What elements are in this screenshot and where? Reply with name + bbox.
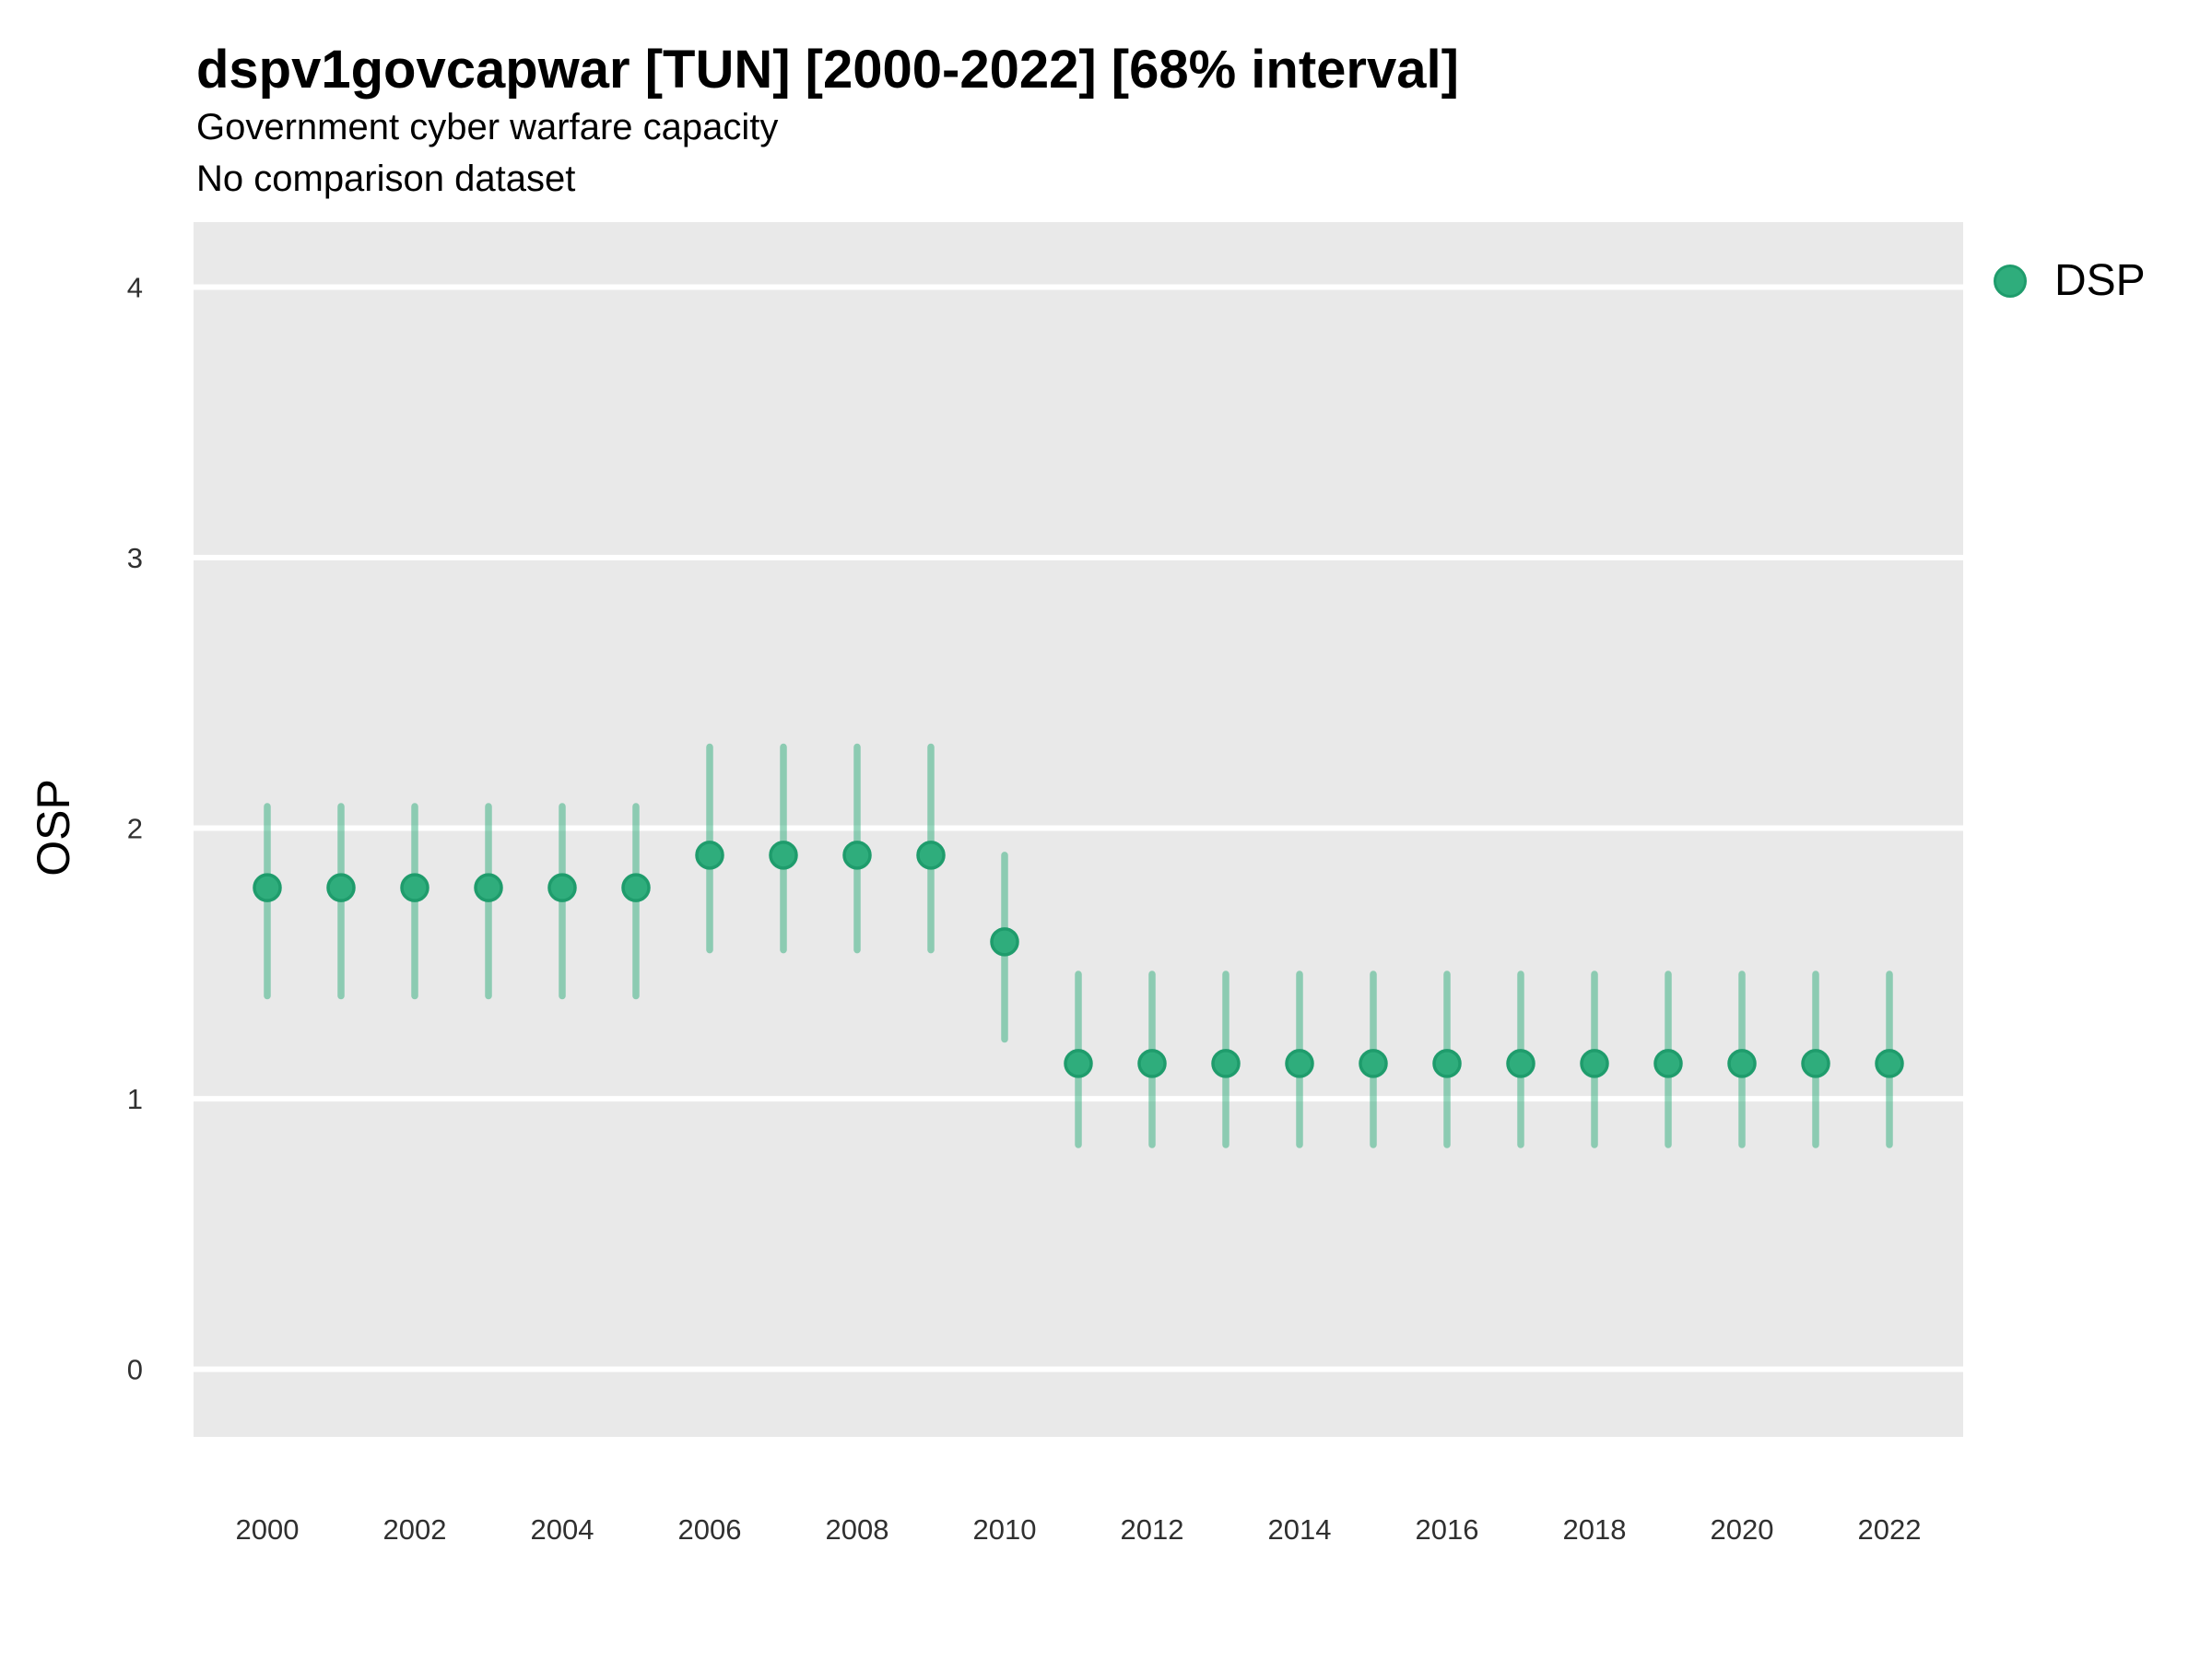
point-2007 [769, 841, 798, 870]
point-2021 [1801, 1049, 1830, 1078]
y-tick-label-1: 1 [127, 1083, 143, 1115]
x-tick-label-2012: 2012 [1121, 1513, 1184, 1546]
point-2005 [621, 873, 651, 902]
x-tick-labels: 2000 2002 2004 2006 2008 2010 2012 2014 2016 2018… [236, 1513, 1922, 1546]
y-tick-label-2: 2 [127, 813, 143, 845]
point-2008 [842, 841, 872, 870]
point-2006 [695, 841, 724, 870]
legend-marker-dsp [1994, 265, 2027, 298]
point-2022 [1875, 1049, 1904, 1078]
x-tick-label-2002: 2002 [383, 1513, 447, 1546]
point-2002 [400, 873, 429, 902]
x-tick-label-2022: 2022 [1858, 1513, 1922, 1546]
x-tick-label-2000: 2000 [236, 1513, 300, 1546]
y-tick-labels: 0 1 2 3 4 [127, 271, 143, 1385]
x-tick-label-2020: 2020 [1711, 1513, 1774, 1546]
point-2012 [1137, 1049, 1167, 1078]
point-2011 [1064, 1049, 1093, 1078]
legend: DSP [1994, 259, 2146, 303]
point-2015 [1359, 1049, 1388, 1078]
point-2017 [1506, 1049, 1535, 1078]
series-dsp [253, 743, 1904, 1148]
chart-subtitle: Government cyber warfare capacity [196, 107, 779, 147]
point-2016 [1432, 1049, 1462, 1078]
x-tick-label-2014: 2014 [1268, 1513, 1332, 1546]
chart-note: No comparison dataset [196, 159, 576, 199]
point-2010 [990, 927, 1019, 957]
x-tick-label-2004: 2004 [531, 1513, 594, 1546]
x-tick-label-2010: 2010 [973, 1513, 1037, 1546]
x-tick-label-2008: 2008 [826, 1513, 889, 1546]
y-tick-label-0: 0 [127, 1354, 143, 1386]
point-2020 [1727, 1049, 1757, 1078]
x-tick-label-2006: 2006 [678, 1513, 742, 1546]
point-2000 [253, 873, 282, 902]
point-2003 [474, 873, 503, 902]
point-2013 [1211, 1049, 1241, 1078]
x-tick-label-2016: 2016 [1416, 1513, 1479, 1546]
y-tick-label-4: 4 [127, 271, 143, 303]
point-2001 [326, 873, 356, 902]
chart-title: dspv1govcapwar [TUN] [2000-2022] [68% in… [196, 40, 1459, 100]
point-2004 [547, 873, 577, 902]
point-2009 [916, 841, 946, 870]
y-tick-label-3: 3 [127, 542, 143, 574]
point-2018 [1580, 1049, 1609, 1078]
point-2019 [1653, 1049, 1683, 1078]
x-tick-label-2018: 2018 [1563, 1513, 1627, 1546]
point-2014 [1285, 1049, 1314, 1078]
legend-label-dsp: DSP [2054, 256, 2146, 305]
